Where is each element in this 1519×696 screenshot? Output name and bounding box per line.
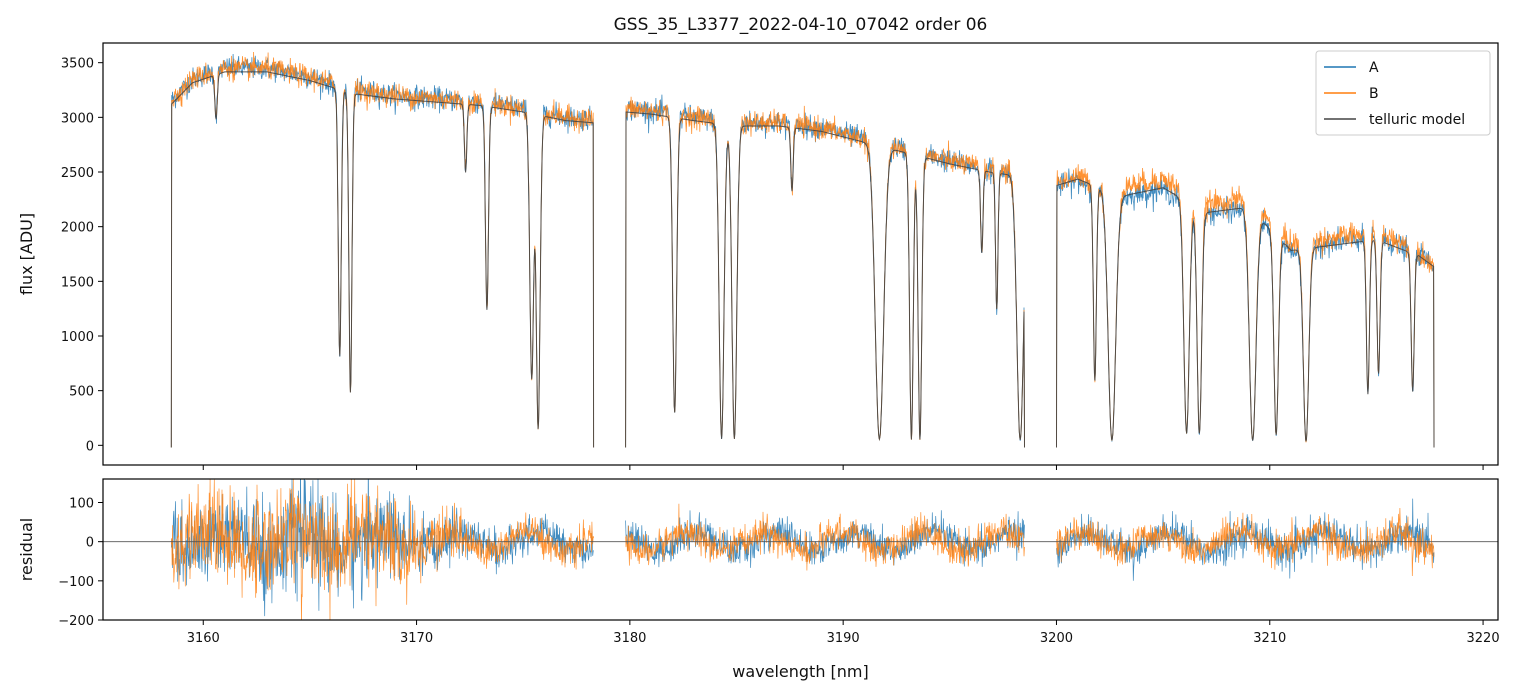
top-plot-area (170, 51, 1435, 448)
legend-label: telluric model (1369, 112, 1465, 128)
top-ytick-label: 3500 (61, 57, 94, 72)
bottom-axes-frame (102, 478, 1499, 621)
bottom-ylabel: residual (17, 518, 36, 581)
bottom-xtick-label: 3170 (400, 631, 433, 646)
legend-label: A (1369, 60, 1379, 76)
bottom-xtick-label: 3200 (1040, 631, 1073, 646)
top-ytick-label: 2000 (61, 221, 94, 236)
bottom-xlabel: wavelength [nm] (732, 662, 869, 681)
bottom-ytick-label: −200 (58, 614, 94, 629)
bottom-plot-area (170, 479, 1435, 620)
top-ylabel: flux [ADU] (17, 213, 36, 295)
top-ytick-label: 1500 (61, 275, 94, 290)
series-b-line (170, 51, 1435, 448)
legend-box (1315, 50, 1491, 136)
residual-b-line (170, 479, 1435, 620)
top-ytick-label: 2500 (61, 166, 94, 181)
legend-label: B (1369, 86, 1379, 102)
bottom-ytick-label: 0 (86, 536, 94, 551)
bottom-xtick-label: 3190 (827, 631, 860, 646)
top-ytick-label: 500 (69, 385, 94, 400)
series-telluric-model-line (170, 71, 1435, 448)
top-ytick-label: 1000 (61, 330, 94, 345)
top-ytick-label: 0 (86, 439, 94, 454)
bottom-xtick-label: 3220 (1467, 631, 1500, 646)
chart-title: GSS_35_L3377_2022-04-10_07042 order 06 (614, 15, 988, 35)
bottom-xtick-label: 3180 (613, 631, 646, 646)
top-ytick-label: 3000 (61, 111, 94, 126)
bottom-ytick-label: −100 (58, 575, 94, 590)
bottom-xtick-label: 3210 (1253, 631, 1286, 646)
bottom-ytick-label: 100 (69, 497, 94, 512)
top-axes-frame (102, 42, 1499, 466)
series-a-line (170, 53, 1435, 448)
bottom-xtick-label: 3160 (187, 631, 220, 646)
